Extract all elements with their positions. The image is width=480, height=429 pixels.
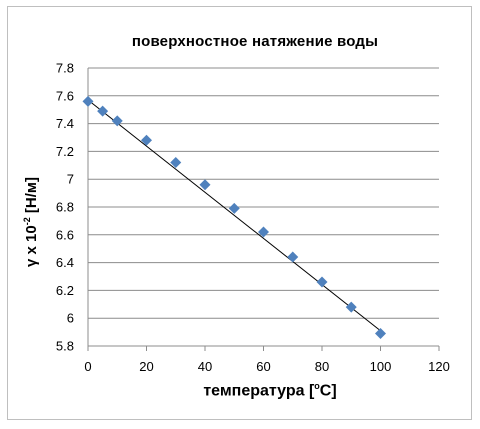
y-tick-label: 6.4 [56, 255, 74, 270]
chart-frame [7, 6, 472, 420]
y-tick-label: 7.8 [56, 61, 74, 76]
y-tick-label: 6 [67, 311, 74, 326]
data-point [258, 226, 269, 238]
data-point [97, 105, 109, 117]
y-tick-label: 6.8 [56, 200, 74, 215]
y-tick-label: 7.2 [56, 144, 74, 159]
x-tick-label: 100 [370, 359, 392, 374]
x-tick-label: 20 [139, 359, 153, 374]
x-axis-label: температура [oC] [203, 381, 337, 400]
chart-title: поверхностное натяжение воды [131, 33, 379, 50]
y-tick-label: 5.8 [56, 339, 74, 354]
y-tick-label: 6.2 [56, 283, 74, 298]
data-point [111, 115, 123, 127]
data-point [316, 276, 328, 288]
data-point [287, 251, 299, 263]
trendline [87, 99, 381, 332]
y-tick-label: 7.4 [56, 116, 74, 131]
data-point [199, 179, 211, 191]
data-point [170, 157, 182, 169]
y-tick-label: 7 [67, 172, 74, 187]
data-point [82, 95, 94, 107]
y-tick-label: 7.6 [56, 88, 74, 103]
data-point [345, 301, 357, 313]
x-tick-label: 40 [198, 359, 212, 374]
x-tick-label: 120 [428, 359, 450, 374]
x-tick-label: 0 [84, 359, 91, 374]
data-point [141, 134, 152, 146]
data-point [375, 327, 386, 339]
x-tick-label: 80 [315, 359, 329, 374]
data-point [228, 202, 240, 214]
x-tick-label: 60 [256, 359, 270, 374]
y-tick-label: 6.6 [56, 227, 74, 242]
